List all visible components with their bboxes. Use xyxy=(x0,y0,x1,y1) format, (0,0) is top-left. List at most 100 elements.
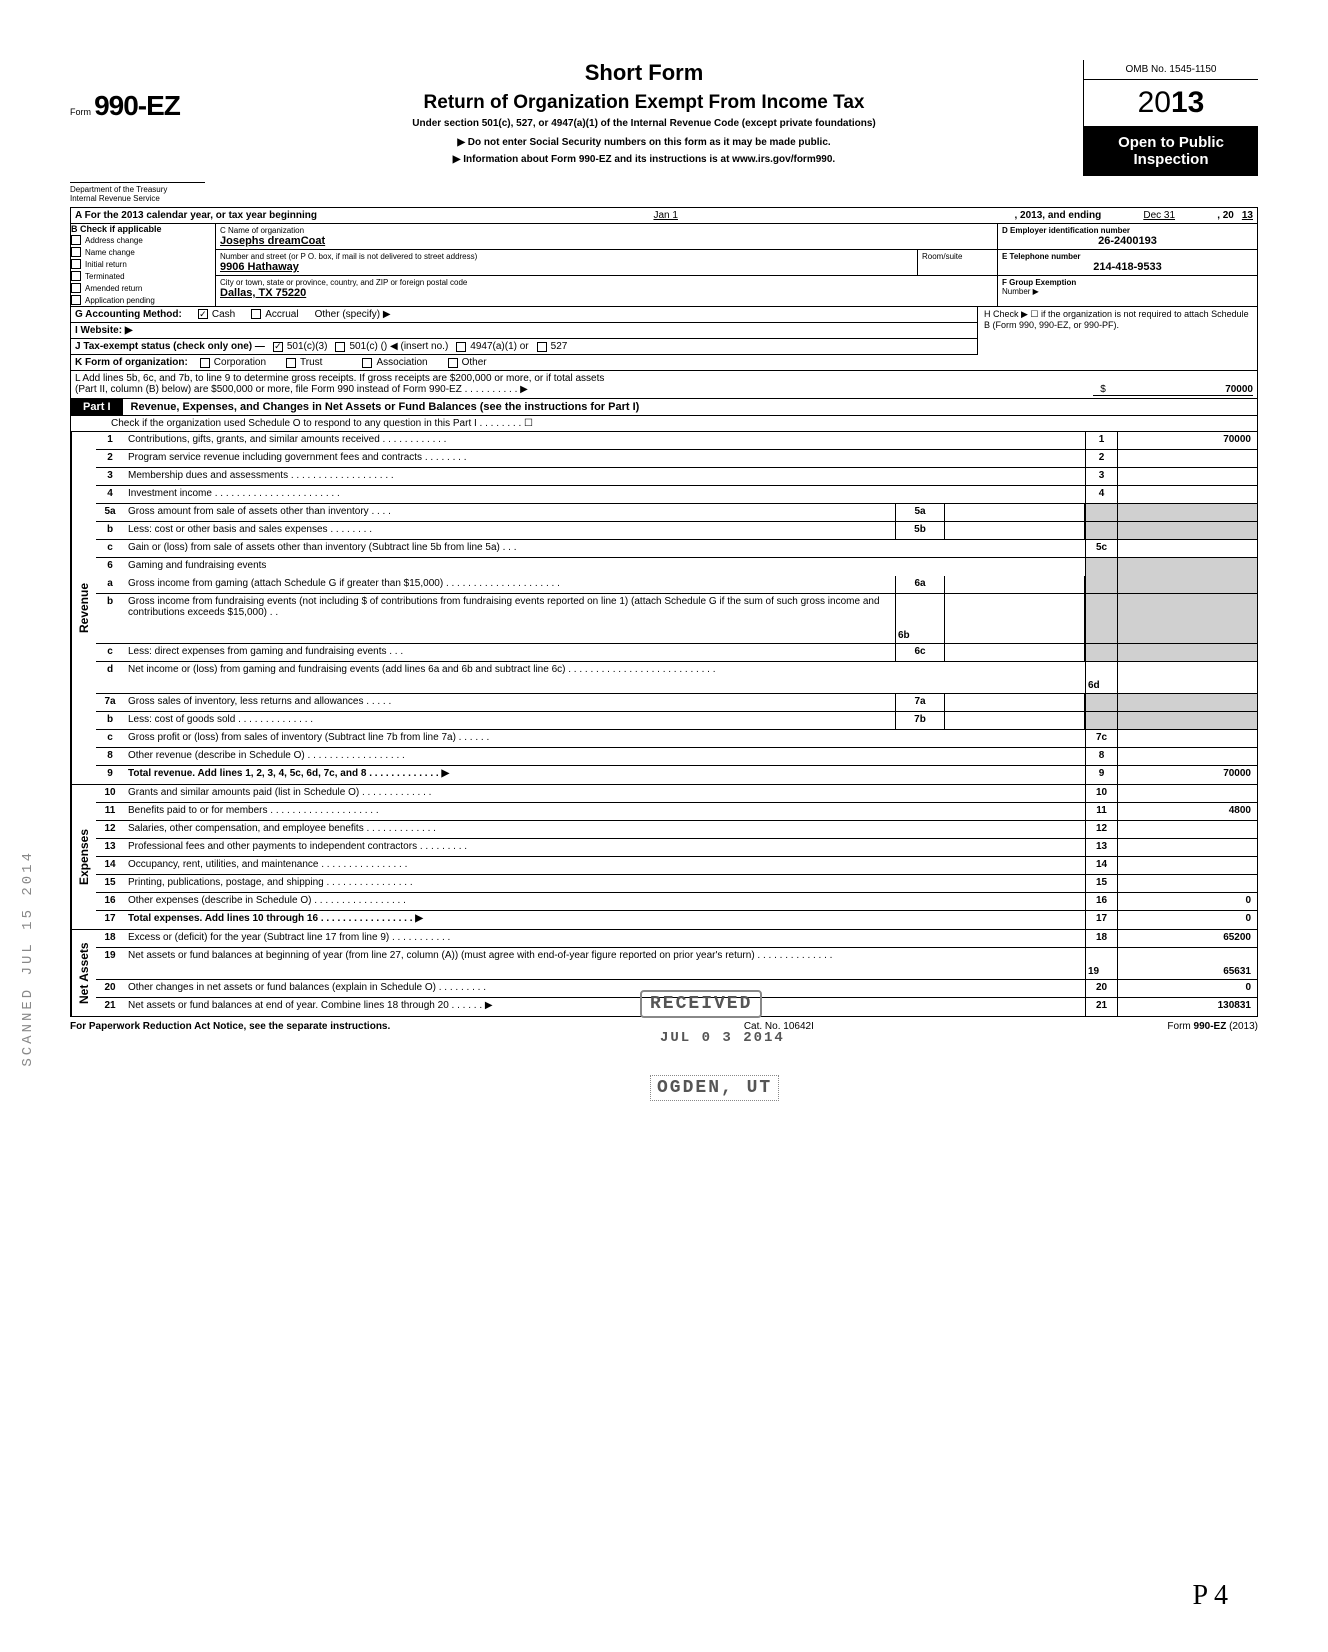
expenses-label: Expenses xyxy=(71,785,96,929)
col-b-label: B Check if applicable xyxy=(71,224,162,234)
line-a-yr: , 20 xyxy=(1217,210,1234,221)
part1-check: Check if the organization used Schedule … xyxy=(71,416,1257,432)
street: 9906 Hathaway xyxy=(220,261,913,273)
row-11: 11Benefits paid to or for members . . . … xyxy=(96,803,1257,821)
row-17: 17Total expenses. Add lines 10 through 1… xyxy=(96,911,1257,929)
row-9: 9Total revenue. Add lines 1, 2, 3, 4, 5c… xyxy=(96,766,1257,784)
col-def: D Employer identification number 26-2400… xyxy=(997,224,1257,306)
check-pending[interactable]: Application pending xyxy=(71,294,215,306)
row-19: 19Net assets or fund balances at beginni… xyxy=(96,948,1257,980)
row-1: 1Contributions, gifts, grants, and simil… xyxy=(96,432,1257,450)
check-initial[interactable]: Initial return xyxy=(71,258,215,270)
line-g-label: G Accounting Method: xyxy=(75,309,182,320)
netassets-label: Net Assets xyxy=(71,930,96,1016)
row-5b: bLess: cost or other basis and sales exp… xyxy=(96,522,1257,540)
row-13: 13Professional fees and other payments t… xyxy=(96,839,1257,857)
row-5a: 5aGross amount from sale of assets other… xyxy=(96,504,1257,522)
dept-block: Department of the Treasury Internal Reve… xyxy=(70,182,205,203)
room-label: Room/suite xyxy=(922,252,993,261)
row-7a: 7aGross sales of inventory, less returns… xyxy=(96,694,1257,712)
part1-label: Part I xyxy=(71,399,123,415)
form-word: Form xyxy=(70,107,91,117)
check-4947[interactable] xyxy=(456,342,466,352)
tel-label: E Telephone number xyxy=(1002,252,1253,261)
check-trust[interactable] xyxy=(286,358,296,368)
line-h: H Check ▶ ☐ if the organization is not r… xyxy=(977,307,1257,355)
grp-label: F Group Exemption xyxy=(1002,278,1253,287)
omb-number: OMB No. 1545-1150 xyxy=(1084,60,1258,80)
line-a-text: A For the 2013 calendar year, or tax yea… xyxy=(75,210,317,221)
check-501c[interactable] xyxy=(335,342,345,352)
grp-number: Number ▶ xyxy=(1002,287,1253,296)
line-l-sym: $ xyxy=(1093,384,1113,396)
check-accrual[interactable] xyxy=(251,309,261,319)
ein: 26-2400193 xyxy=(1002,235,1253,247)
form-number-block: Form 990-EZ Department of the Treasury I… xyxy=(70,60,205,203)
line-l-2: (Part II, column (B) below) are $500,000… xyxy=(75,384,1093,396)
info-line: ▶ Information about Form 990-EZ and its … xyxy=(215,154,1073,165)
row-14: 14Occupancy, rent, utilities, and mainte… xyxy=(96,857,1257,875)
check-other-org[interactable] xyxy=(448,358,458,368)
ein-label: D Employer identification number xyxy=(1002,226,1253,235)
check-527[interactable] xyxy=(537,342,547,352)
tax-year: 2013 xyxy=(1084,80,1258,126)
org-name: Josephs dreamCoat xyxy=(220,235,993,247)
section-bcd: B Check if applicable Address change Nam… xyxy=(71,224,1257,307)
dept-line2: Internal Revenue Service xyxy=(70,194,205,203)
check-terminated[interactable]: Terminated xyxy=(71,270,215,282)
short-form-title: Short Form xyxy=(215,60,1073,86)
line-k-label: K Form of organization: xyxy=(75,357,188,368)
line-k: K Form of organization: Corporation Trus… xyxy=(71,355,1257,371)
title-block: Short Form Return of Organization Exempt… xyxy=(205,60,1083,171)
check-amended[interactable]: Amended return xyxy=(71,282,215,294)
row-8: 8Other revenue (describe in Schedule O) … xyxy=(96,748,1257,766)
stamp-received: RECEIVED xyxy=(640,990,762,1018)
row-10: 10Grants and similar amounts paid (list … xyxy=(96,785,1257,803)
line-l-1: L Add lines 5b, 6c, and 7b, to line 9 to… xyxy=(75,373,1253,384)
check-name[interactable]: Name change xyxy=(71,246,215,258)
lines-ghij: G Accounting Method: ✓Cash Accrual Other… xyxy=(71,307,1257,355)
row-6a: aGross income from gaming (attach Schedu… xyxy=(96,576,1257,594)
line-l-val: 70000 xyxy=(1113,384,1253,396)
row-18: 18Excess or (deficit) for the year (Subt… xyxy=(96,930,1257,948)
ssn-line: ▶ Do not enter Social Security numbers o… xyxy=(215,137,1073,148)
main-form: A For the 2013 calendar year, or tax yea… xyxy=(70,207,1258,1017)
tax-year-begin: Jan 1 xyxy=(325,210,1007,221)
revenue-section: Revenue 1Contributions, gifts, grants, a… xyxy=(71,432,1257,785)
row-6: 6Gaming and fundraising events xyxy=(96,558,1257,576)
check-address[interactable]: Address change xyxy=(71,234,215,246)
check-501c3[interactable]: ✓ xyxy=(273,342,283,352)
part1-title: Revenue, Expenses, and Changes in Net As… xyxy=(123,401,640,413)
footer-left: For Paperwork Reduction Act Notice, see … xyxy=(70,1021,390,1032)
open-to-public: Open to Public Inspection xyxy=(1084,126,1258,176)
city: Dallas, TX 75220 xyxy=(220,287,993,299)
part1-header: Part I Revenue, Expenses, and Changes in… xyxy=(71,399,1257,416)
check-cash[interactable]: ✓ xyxy=(198,309,208,319)
footer-right: Form 990-EZ (2013) xyxy=(1167,1021,1258,1032)
expenses-section: Expenses 10Grants and similar amounts pa… xyxy=(71,785,1257,930)
row-4: 4Investment income . . . . . . . . . . .… xyxy=(96,486,1257,504)
row-15: 15Printing, publications, postage, and s… xyxy=(96,875,1257,893)
stamp-ogden: OGDEN, UT xyxy=(650,1075,779,1101)
stamp-scanned: SCANNED JUL 15 2014 xyxy=(20,850,36,1067)
line-l: L Add lines 5b, 6c, and 7b, to line 9 to… xyxy=(71,371,1257,399)
open-line1: Open to Public xyxy=(1088,134,1254,151)
year-value: 13 xyxy=(1171,86,1204,119)
handwritten-page: P 4 xyxy=(1192,1580,1228,1612)
city-label: City or town, state or province, country… xyxy=(220,278,993,287)
row-6c: cLess: direct expenses from gaming and f… xyxy=(96,644,1257,662)
line-i: I Website: ▶ xyxy=(71,323,977,339)
col-b: B Check if applicable Address change Nam… xyxy=(71,224,216,306)
line-j-label: J Tax-exempt status (check only one) — xyxy=(75,341,265,352)
tax-year-end: Dec 31 xyxy=(1109,210,1209,221)
check-assoc[interactable] xyxy=(362,358,372,368)
check-corp[interactable] xyxy=(200,358,210,368)
form-number: 990-EZ xyxy=(94,90,180,121)
row-6d: dNet income or (loss) from gaming and fu… xyxy=(96,662,1257,694)
open-line2: Inspection xyxy=(1088,151,1254,168)
line-a: A For the 2013 calendar year, or tax yea… xyxy=(71,208,1257,224)
dept-line1: Department of the Treasury xyxy=(70,185,205,194)
row-5c: cGain or (loss) from sale of assets othe… xyxy=(96,540,1257,558)
line-a-yrval: 13 xyxy=(1242,210,1253,221)
form-header: Form 990-EZ Department of the Treasury I… xyxy=(70,60,1258,203)
